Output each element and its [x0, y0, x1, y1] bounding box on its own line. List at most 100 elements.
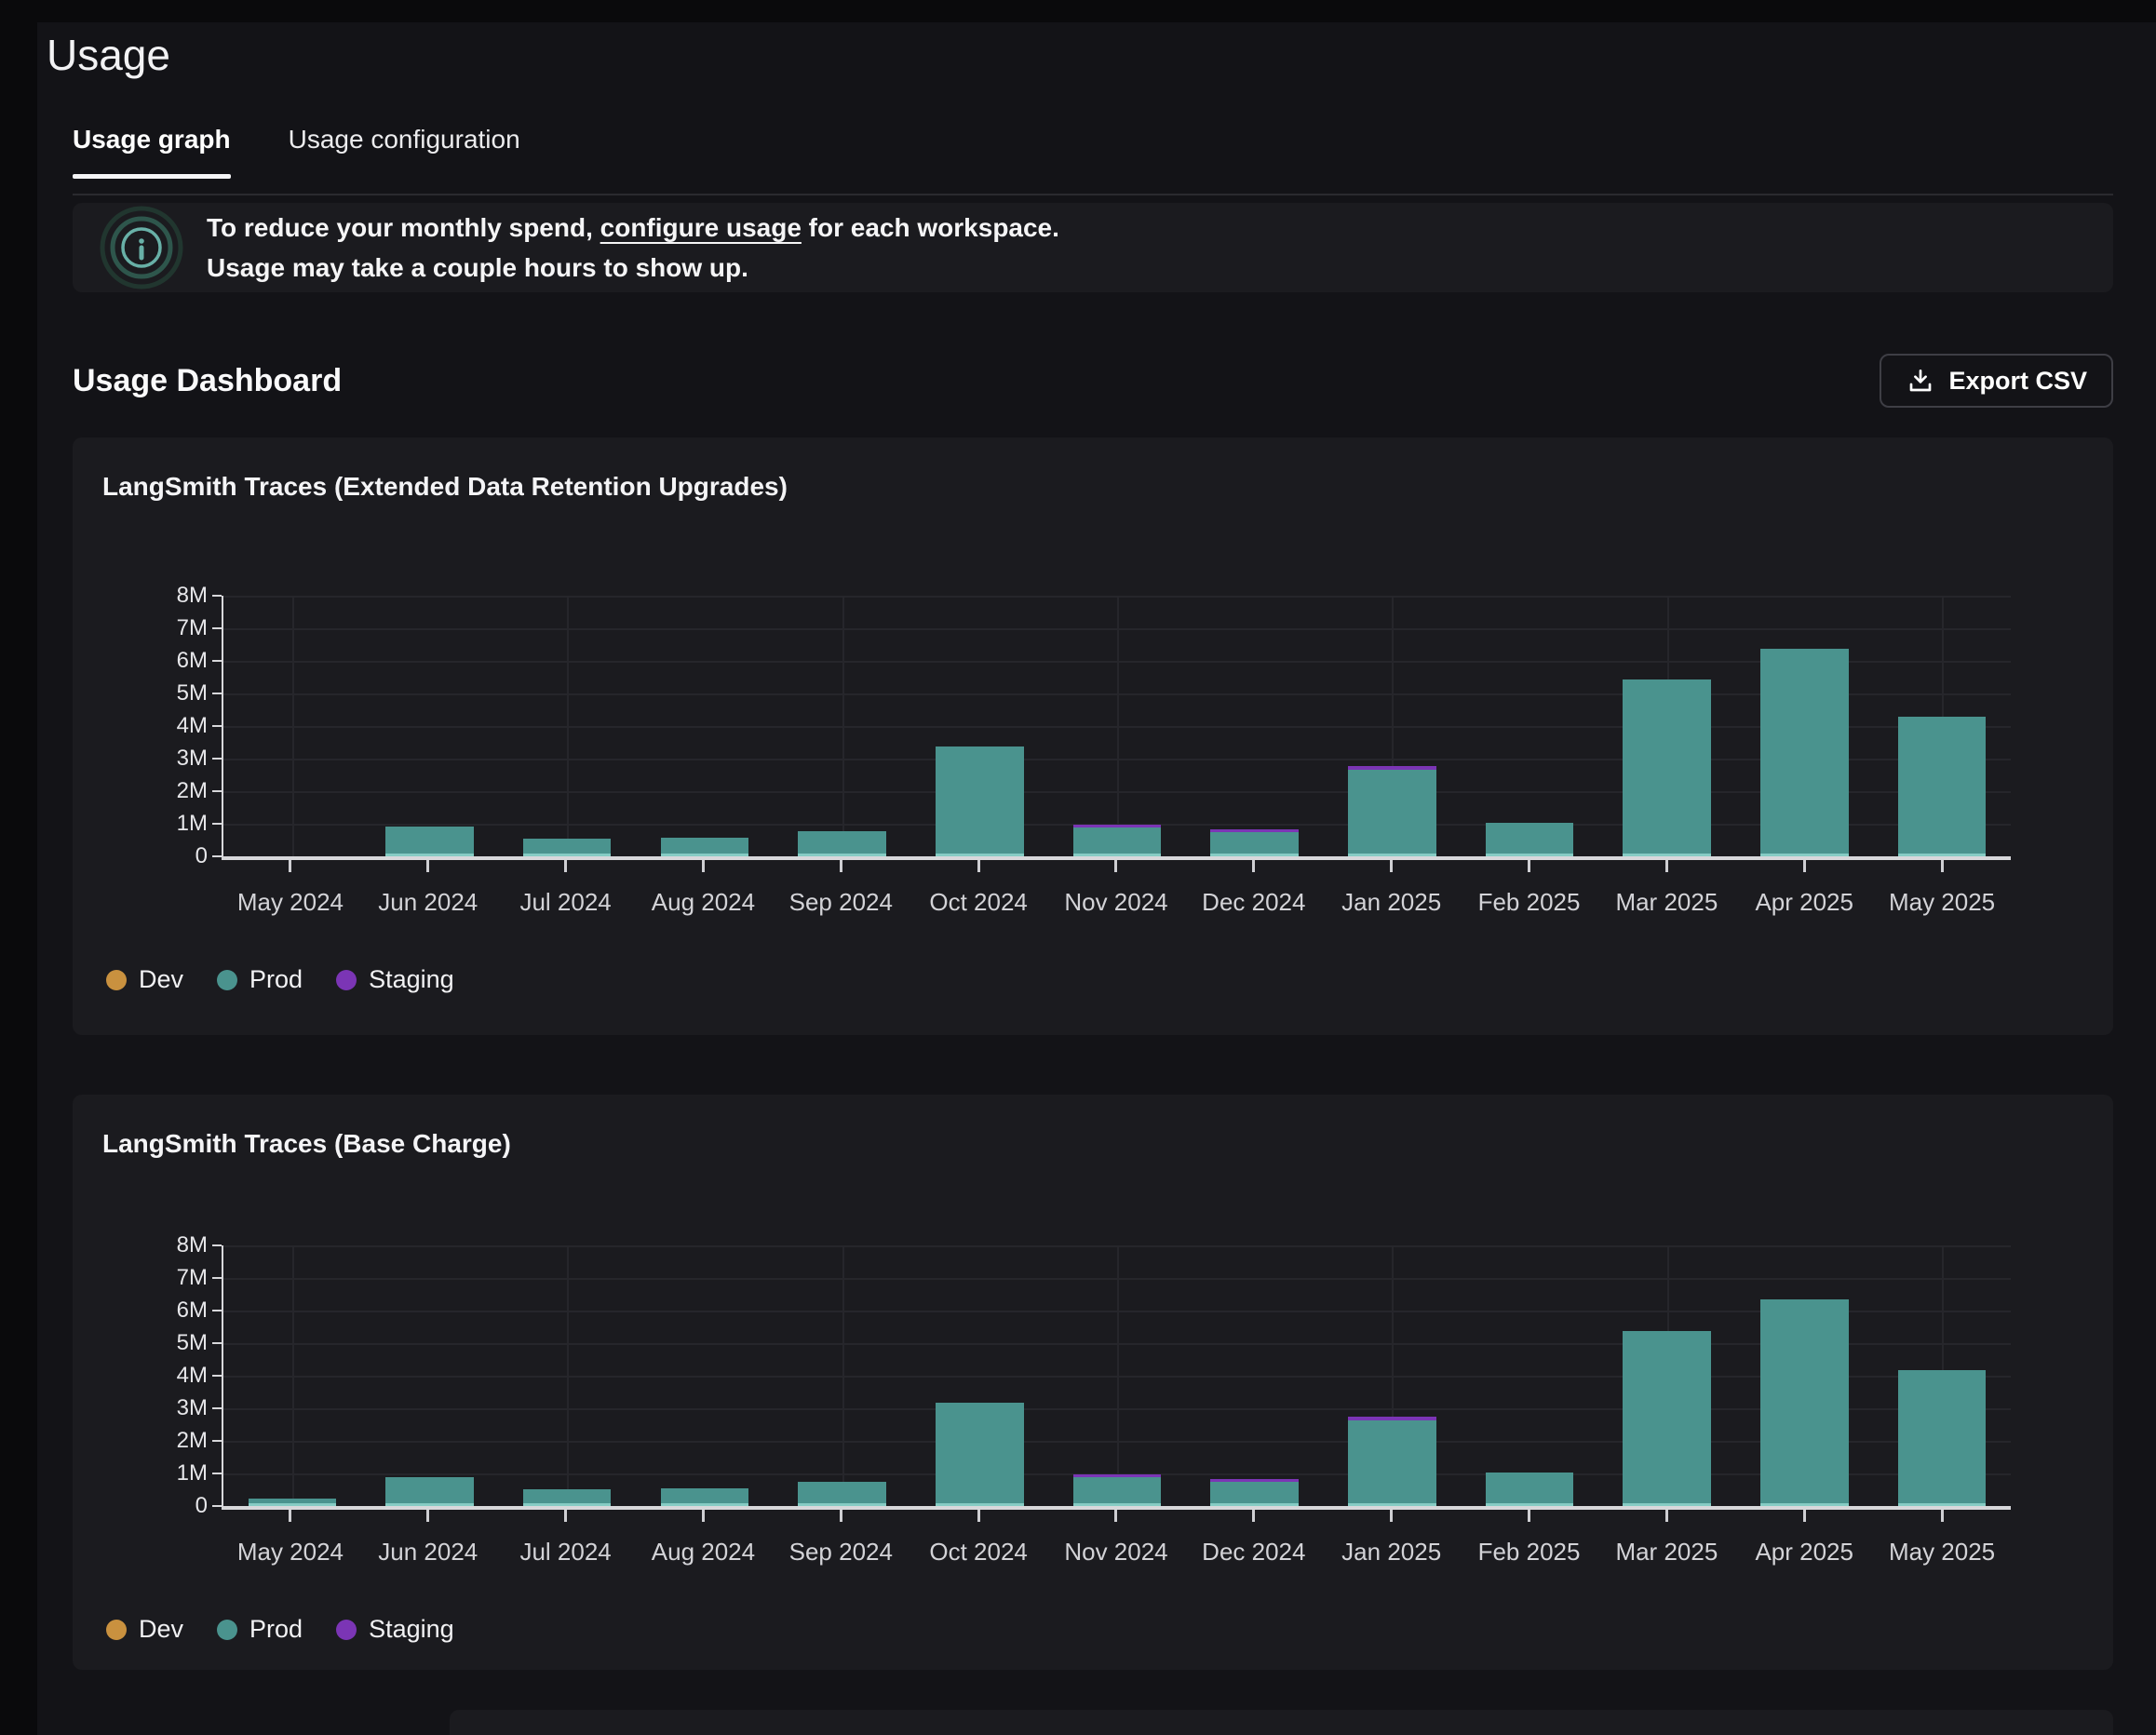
bar-segment-prod[interactable]: [248, 1498, 337, 1503]
x-axis-labels: May 2024 Jun 2024 Jul 2024 Aug 2024 Sep 2024…: [222, 1538, 2011, 1567]
bar-segment-prod[interactable]: [385, 1477, 474, 1503]
bar-segment-prod[interactable]: [1348, 769, 1436, 854]
bar-sep-2024[interactable]: [798, 1481, 886, 1506]
bar-oct-2024[interactable]: [936, 1403, 1024, 1506]
bar-column-jan-2025: [1324, 1245, 1462, 1506]
bar-segment-prod[interactable]: [1623, 1330, 1711, 1503]
bar-segment-prod[interactable]: [936, 746, 1024, 854]
y-axis-tickmark: [212, 1310, 222, 1311]
x-axis-label: Aug 2024: [651, 888, 756, 916]
bar-segment-prod[interactable]: [1072, 827, 1162, 854]
bar-may-2024[interactable]: [248, 1498, 337, 1506]
bar-segment-prod[interactable]: [1760, 1299, 1849, 1503]
configure-usage-link[interactable]: configure usage: [600, 213, 802, 242]
bar-jul-2024[interactable]: [522, 839, 612, 856]
bar-segment-prod[interactable]: [1760, 648, 1849, 854]
bar-oct-2024[interactable]: [936, 746, 1024, 856]
x-axis-tick: [1185, 1510, 1323, 1525]
bar-segment-prod[interactable]: [660, 1487, 749, 1503]
x-axis-tick: [635, 860, 773, 875]
x-axis-tickmark: [1528, 860, 1531, 872]
bar-segment-prod[interactable]: [1897, 717, 1987, 854]
bar-segment-prod[interactable]: [385, 827, 474, 854]
bar-segment-prod[interactable]: [660, 837, 749, 854]
bar-segment-prod[interactable]: [522, 1488, 612, 1503]
x-axis-label: Apr 2025: [1755, 1538, 1853, 1566]
bar-segment-staging[interactable]: [1348, 765, 1436, 770]
x-axis-tickmark: [1390, 1510, 1394, 1522]
bar-sep-2024[interactable]: [798, 831, 886, 856]
bar-may-2025[interactable]: [1897, 717, 1987, 856]
bar-mar-2025[interactable]: [1623, 679, 1711, 856]
bar-jul-2024[interactable]: [522, 1488, 612, 1506]
bar-may-2025[interactable]: [1897, 1369, 1987, 1506]
bar-jun-2024[interactable]: [385, 1477, 474, 1506]
bar-segment-prod[interactable]: [1485, 1472, 1574, 1503]
x-axis-label: Jun 2024: [378, 1538, 478, 1566]
x-axis-tickmark: [289, 1510, 292, 1522]
legend-item-staging[interactable]: Staging: [336, 1615, 454, 1644]
bar-segment-prod[interactable]: [1210, 1482, 1299, 1503]
legend-item-prod[interactable]: Prod: [217, 965, 303, 994]
bar-dec-2024[interactable]: [1210, 828, 1299, 856]
bar-segment-prod[interactable]: [1210, 832, 1299, 854]
bar-segment-prod[interactable]: [1623, 679, 1711, 854]
y-axis-tick: 6M: [161, 648, 222, 674]
tab-usage-configuration[interactable]: Usage configuration: [289, 125, 520, 179]
y-axis-label: 7M: [176, 1265, 208, 1290]
x-axis-tick: [1735, 1510, 1873, 1525]
x-axis-tick: [222, 860, 359, 875]
bar-segment-staging[interactable]: [1210, 828, 1299, 833]
y-axis-tickmark: [212, 1407, 222, 1409]
bar-segment-staging[interactable]: [1348, 1416, 1436, 1420]
bar-aug-2024[interactable]: [660, 837, 749, 856]
tab-bar: Usage graph Usage configuration: [73, 125, 2113, 195]
x-axis-tick: [1461, 1510, 1598, 1525]
bar-segment-staging[interactable]: [1072, 824, 1162, 827]
bar-feb-2025[interactable]: [1485, 1472, 1574, 1506]
legend-item-dev[interactable]: Dev: [106, 965, 183, 994]
bar-feb-2025[interactable]: [1485, 822, 1574, 856]
bar-nov-2024[interactable]: [1072, 1473, 1162, 1506]
tab-usage-graph[interactable]: Usage graph: [73, 125, 231, 179]
x-axis-tick: [772, 1510, 910, 1525]
bar-segment-prod[interactable]: [936, 1403, 1024, 1503]
y-axis-tickmark: [212, 790, 222, 792]
bar-segment-prod[interactable]: [798, 831, 886, 854]
bar-segment-staging[interactable]: [1210, 1478, 1299, 1483]
y-axis-tickmark: [212, 627, 222, 629]
y-axis-tickmark: [212, 758, 222, 760]
legend-item-staging[interactable]: Staging: [336, 965, 454, 994]
export-csv-button[interactable]: Export CSV: [1880, 354, 2113, 408]
download-icon: [1906, 366, 1935, 396]
legend-item-prod[interactable]: Prod: [217, 1615, 303, 1644]
bar-jun-2024[interactable]: [385, 827, 474, 856]
y-axis-tick: 4M: [161, 1363, 222, 1389]
bar-apr-2025[interactable]: [1760, 1299, 1849, 1506]
bar-jan-2025[interactable]: [1348, 1416, 1436, 1506]
bar-mar-2025[interactable]: [1623, 1330, 1711, 1506]
bar-dec-2024[interactable]: [1210, 1478, 1299, 1506]
bar-segment-staging[interactable]: [1072, 1473, 1162, 1477]
chart-card-extended-retention: LangSmith Traces (Extended Data Retentio…: [73, 437, 2113, 1035]
bar-segment-prod[interactable]: [522, 839, 612, 854]
bar-segment-prod[interactable]: [1897, 1369, 1987, 1503]
bar-segment-prod[interactable]: [1072, 1477, 1162, 1503]
legend-label: Dev: [139, 965, 184, 993]
bar-apr-2025[interactable]: [1760, 648, 1849, 856]
bar-aug-2024[interactable]: [660, 1487, 749, 1506]
bar-jan-2025[interactable]: [1348, 765, 1436, 856]
bar-nov-2024[interactable]: [1072, 824, 1162, 856]
gridline-vertical: [842, 596, 844, 856]
legend-dot-icon: [217, 969, 238, 990]
bar-column-aug-2024: [636, 596, 774, 856]
legend-label: Dev: [139, 1615, 184, 1643]
bar-segment-prod[interactable]: [1485, 822, 1574, 854]
y-axis: 8M 7M 6M 5M 4M 3M 2M 1M 0: [104, 583, 222, 868]
y-axis-tickmark: [212, 595, 222, 597]
chart-plot-row: 8M 7M 6M 5M 4M 3M 2M 1M 0 May 2024 Jun 2024 Jul 20…: [102, 1232, 2083, 1567]
legend-item-dev[interactable]: Dev: [106, 1615, 183, 1644]
legend-label: Prod: [249, 965, 303, 993]
bar-segment-prod[interactable]: [1348, 1419, 1436, 1503]
bar-segment-prod[interactable]: [798, 1481, 886, 1503]
